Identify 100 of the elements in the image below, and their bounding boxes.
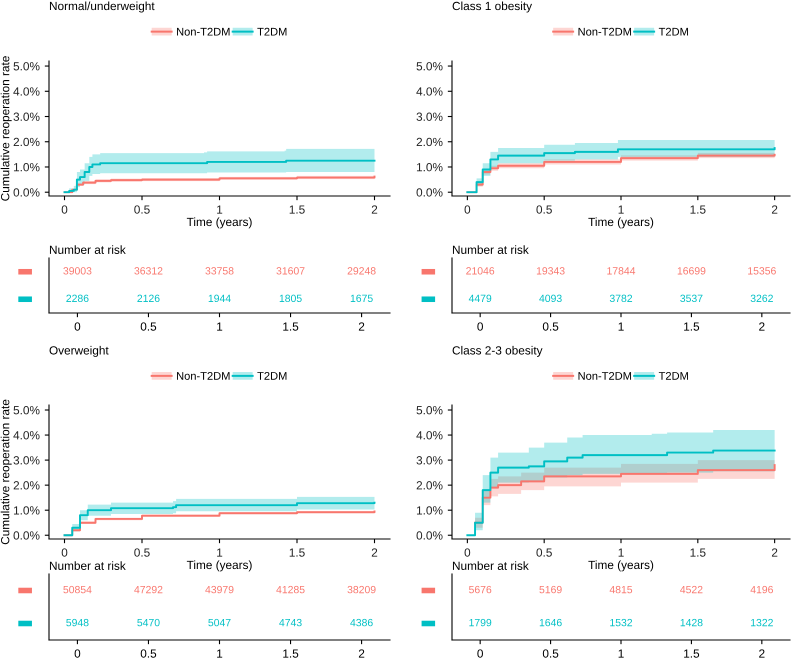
y-tick-label: 1.0% bbox=[14, 506, 40, 515]
x-tick-label: 1 bbox=[618, 548, 624, 557]
data-label: 4093 bbox=[539, 294, 562, 302]
y-tick-label: 0.0% bbox=[14, 531, 40, 540]
x-axis-title: Time (years) bbox=[588, 217, 654, 228]
data-label: 4815 bbox=[610, 586, 632, 594]
x-tick-label: 0 bbox=[62, 548, 68, 557]
x-axis-title: Time (years) bbox=[186, 217, 252, 228]
x-tick-label: 2 bbox=[772, 548, 778, 557]
y-tick-label: 3.0% bbox=[14, 112, 40, 121]
data-label: 29248 bbox=[348, 267, 376, 275]
x-tick-label: 1 bbox=[618, 322, 624, 331]
data-label: 3537 bbox=[680, 294, 702, 302]
y-tick-label: 2.0% bbox=[14, 138, 40, 146]
data-label: 5948 bbox=[66, 618, 89, 626]
data-label: 1805 bbox=[280, 294, 302, 302]
data-label: 41285 bbox=[276, 586, 305, 594]
data-label: 1428 bbox=[680, 618, 703, 626]
x-tick-label: 0.5 bbox=[140, 649, 156, 658]
y-tick-label: 2.0% bbox=[416, 481, 443, 490]
x-tick-label: 1 bbox=[217, 649, 222, 658]
chart-title: Normal/underweight bbox=[50, 2, 155, 12]
x-tick-label: 1 bbox=[618, 205, 624, 214]
chart-title: Class 1 obesity bbox=[452, 2, 532, 12]
x-tick-label: 0 bbox=[464, 548, 470, 557]
data-label: 1675 bbox=[350, 294, 373, 302]
y-tick-label: 5.0% bbox=[14, 62, 40, 70]
data-label: 1532 bbox=[610, 618, 632, 626]
x-tick-label: 1.5 bbox=[290, 548, 305, 557]
chart-title: Number at risk bbox=[452, 561, 529, 570]
x-tick-label: 0.5 bbox=[140, 322, 156, 331]
data-label: 15356 bbox=[748, 267, 776, 275]
data-label: 5047 bbox=[208, 618, 231, 626]
data-label: 1799 bbox=[469, 618, 492, 626]
data-label: 2286 bbox=[66, 294, 89, 302]
data-label: 31607 bbox=[276, 267, 305, 275]
y-tick-label: 4.0% bbox=[13, 431, 40, 440]
y-tick-label: 4.0% bbox=[13, 87, 40, 96]
y-axis-title: Cumulative reoperation rate bbox=[0, 56, 12, 201]
x-tick-label: 0.5 bbox=[542, 649, 558, 658]
x-tick-label: 0.5 bbox=[134, 205, 150, 214]
data-label: 50854 bbox=[63, 586, 92, 594]
data-label: 38209 bbox=[348, 586, 376, 594]
x-tick-label: 1.5 bbox=[684, 649, 700, 658]
x-tick-label: 0 bbox=[62, 205, 68, 214]
legend-label: T2DM bbox=[658, 372, 688, 380]
x-tick-label: 0.5 bbox=[536, 548, 552, 557]
x-tick-label: 0 bbox=[477, 322, 483, 331]
chart-title: Class 2-3 obesity bbox=[452, 346, 543, 357]
y-tick-label: 0.0% bbox=[416, 531, 443, 540]
x-tick-label: 1 bbox=[217, 205, 222, 214]
x-tick-label: 0 bbox=[477, 649, 483, 658]
x-tick-label: 1.5 bbox=[690, 548, 706, 557]
y-tick-label: 3.0% bbox=[416, 112, 443, 121]
data-label: 1646 bbox=[540, 618, 562, 626]
y-tick-label: 5.0% bbox=[14, 406, 40, 414]
data-label: 5676 bbox=[469, 586, 492, 594]
y-tick-label: 5.0% bbox=[416, 406, 443, 414]
x-tick-label: 1 bbox=[217, 548, 222, 557]
x-tick-label: 2 bbox=[358, 322, 364, 331]
data-label: 3782 bbox=[610, 294, 632, 302]
y-tick-label: 2.0% bbox=[14, 481, 40, 490]
y-axis-title: Cumulative reoperation rate bbox=[0, 400, 12, 544]
legend-label: Non-T2DM bbox=[578, 28, 632, 36]
x-tick-label: 2 bbox=[358, 649, 364, 658]
x-tick-label: 1.5 bbox=[684, 322, 700, 331]
data-label: 1322 bbox=[751, 618, 773, 626]
legend-label: T2DM bbox=[257, 372, 286, 380]
x-tick-label: 1.5 bbox=[690, 205, 706, 214]
legend-label: T2DM bbox=[257, 28, 286, 36]
y-tick-label: 2.0% bbox=[416, 138, 443, 146]
data-label: 4743 bbox=[279, 618, 302, 626]
legend-label: Non-T2DM bbox=[578, 372, 632, 380]
legend-label: Non-T2DM bbox=[177, 28, 230, 36]
x-tick-label: 1.5 bbox=[283, 322, 298, 331]
y-tick-label: 1.0% bbox=[14, 163, 40, 172]
data-label: 16699 bbox=[678, 267, 706, 275]
x-tick-label: 1.5 bbox=[283, 649, 298, 658]
x-tick-label: 2 bbox=[759, 322, 765, 331]
data-label: 39003 bbox=[63, 267, 92, 275]
x-tick-label: 1 bbox=[217, 322, 222, 331]
y-tick-label: 1.0% bbox=[416, 506, 443, 515]
data-label: 4196 bbox=[750, 586, 773, 594]
x-tick-label: 0 bbox=[74, 649, 80, 658]
y-tick-label: 0.0% bbox=[416, 188, 443, 197]
data-label: 33758 bbox=[205, 267, 234, 275]
data-label: 4479 bbox=[468, 294, 492, 302]
data-label: 47292 bbox=[134, 586, 162, 594]
data-label: 5169 bbox=[539, 586, 562, 594]
data-label: 4386 bbox=[350, 618, 373, 626]
chart-title: Overweight bbox=[50, 346, 109, 357]
data-label: 4522 bbox=[680, 586, 702, 594]
data-label: 43979 bbox=[205, 586, 234, 594]
data-label: 21046 bbox=[466, 267, 494, 275]
data-label: 36312 bbox=[134, 267, 162, 275]
legend-label: Non-T2DM bbox=[177, 372, 230, 380]
data-label: 3262 bbox=[750, 294, 773, 302]
x-tick-label: 2 bbox=[372, 548, 378, 557]
data-label: 19343 bbox=[536, 267, 565, 275]
x-tick-label: 0 bbox=[464, 205, 470, 214]
